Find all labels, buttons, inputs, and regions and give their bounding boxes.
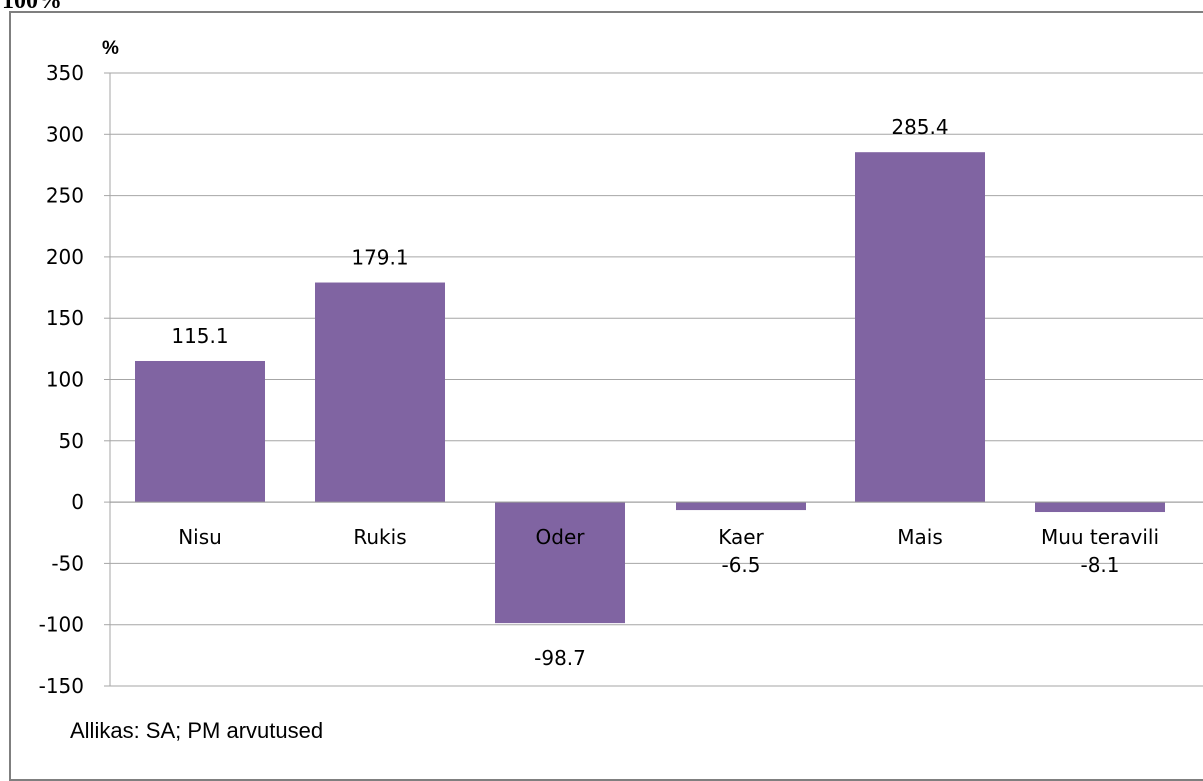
data-label: -6.5 bbox=[721, 553, 760, 577]
y-tick-label: 300 bbox=[46, 122, 84, 146]
bar-oder bbox=[495, 502, 625, 624]
bar-rukis bbox=[315, 282, 445, 503]
category-label: Nisu bbox=[178, 525, 222, 549]
y-tick-label: -50 bbox=[51, 551, 84, 575]
bar-muu-teravili bbox=[1035, 502, 1165, 513]
category-label: Mais bbox=[897, 525, 943, 549]
data-label: 285.4 bbox=[891, 115, 948, 139]
header-fragment: 100% bbox=[2, 0, 62, 14]
data-label: 179.1 bbox=[351, 246, 408, 270]
y-tick-label: 150 bbox=[46, 306, 84, 330]
bar-kaer bbox=[676, 502, 806, 511]
y-tick-label: 100 bbox=[46, 368, 84, 392]
category-label: Kaer bbox=[718, 525, 764, 549]
category-label: Oder bbox=[536, 525, 586, 549]
y-tick-label: -150 bbox=[39, 674, 84, 698]
bar-mais bbox=[855, 152, 985, 503]
data-label: 115.1 bbox=[171, 324, 228, 348]
y-tick-label: 50 bbox=[59, 429, 84, 453]
category-label: Rukis bbox=[353, 525, 406, 549]
bar-nisu bbox=[135, 360, 265, 503]
y-tick-label: 350 bbox=[46, 61, 84, 85]
data-label: -8.1 bbox=[1080, 553, 1119, 577]
bar-chart: 350 300 250 200 150 100 50 0 -50 -100 -150% Nisu Ruk… bbox=[39, 38, 1203, 698]
y-tick-label: -100 bbox=[39, 613, 84, 637]
y-axis-label: % bbox=[102, 38, 119, 59]
y-tick-label: 250 bbox=[46, 184, 84, 208]
category-label: Muu teravili bbox=[1041, 525, 1159, 549]
data-label: -98.7 bbox=[534, 646, 586, 670]
y-tick-label: 200 bbox=[46, 245, 84, 269]
source-note: Allikas: SA; PM arvutused bbox=[70, 718, 324, 743]
y-tick-label: 0 bbox=[71, 490, 84, 514]
